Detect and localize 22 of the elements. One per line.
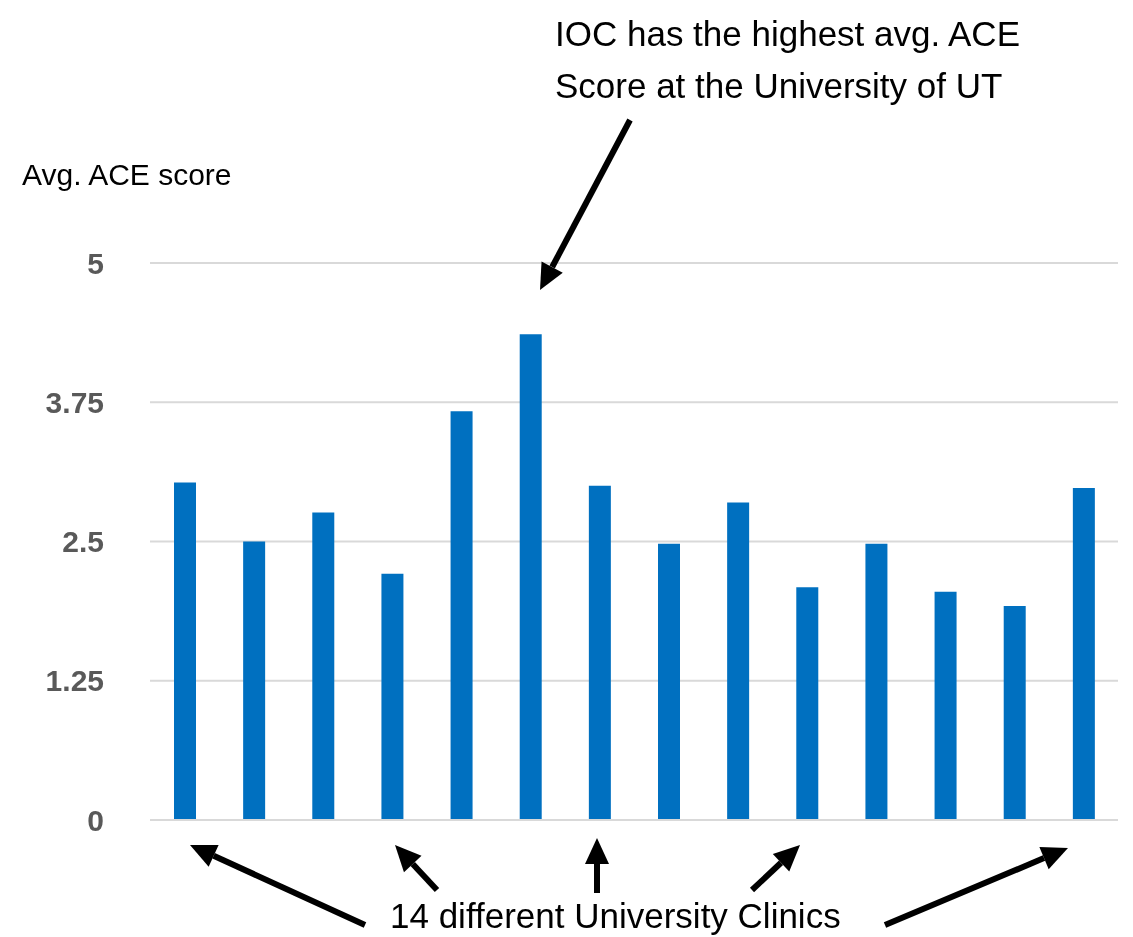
y-tick-label: 5 [87,246,104,280]
bar [1003,606,1026,820]
text: 14 different University Clinics [390,896,841,936]
bar [381,573,404,820]
y-tick-label: 2.5 [62,525,104,559]
bar [796,587,819,820]
y-tick-label: 0 [87,803,104,837]
y-axis-title: Avg. ACE score [22,158,232,192]
bar [174,482,196,820]
bar [1072,488,1095,820]
bar [865,543,888,820]
bar [588,485,611,820]
bar [658,543,680,820]
y-tick-label: 3.75 [45,385,104,419]
bar [727,502,750,820]
y-tick-label: 1.25 [45,664,104,698]
bar [450,411,473,820]
bar [243,541,266,820]
bar [934,591,957,820]
bar [519,334,542,820]
text: IOC has the highest avg. ACE Score at the University of UT [555,13,1021,107]
bar [312,512,335,820]
